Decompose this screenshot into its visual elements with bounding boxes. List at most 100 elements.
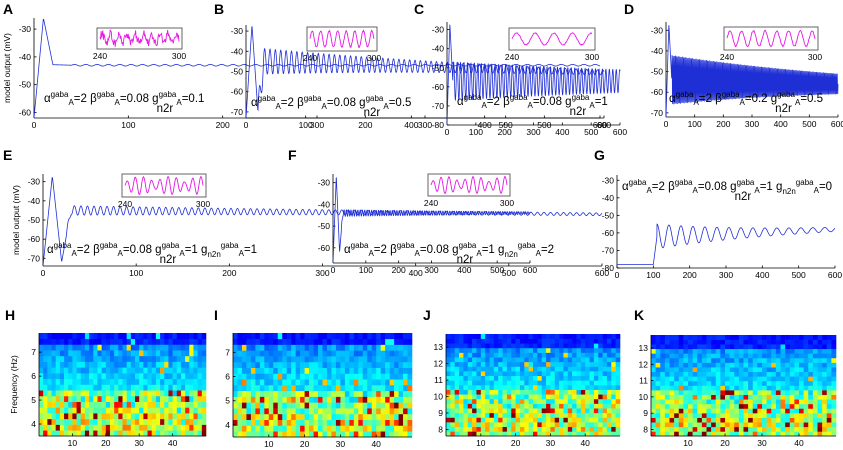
heatmap-cell [808,362,814,368]
heatmap-cell [472,334,477,339]
heatmap-cell [168,401,173,408]
heatmap-cell [720,380,726,386]
heatmap-cell [371,333,377,340]
heatmap-cell [344,390,350,397]
heatmap-cell [615,412,621,418]
heatmap-cell [72,338,77,345]
heatmap-cell [519,352,525,358]
x-tick-label: 600 [831,119,843,129]
heatmap-cell [803,431,809,437]
heatmap-cell [785,339,791,345]
heatmap-cell [615,385,621,390]
heatmap-cell [611,426,616,432]
panel-G-parameters: αgabaA=2 βgabaA=0.08 ggabaA=1 gn2ngabaA=… [622,178,832,196]
heatmap-cell [589,417,595,423]
heatmap-cell [59,338,65,345]
heatmap-cell [246,379,252,386]
heatmap-cell [655,335,661,340]
heatmap-cell [780,344,786,350]
heatmap-cell [480,426,486,432]
heatmap-cell [172,378,178,385]
heatmap-cell [122,418,127,425]
heatmap-cell [743,413,749,418]
heatmap-cell [467,338,473,344]
heatmap-cell [160,338,165,345]
heatmap-cell [502,375,508,381]
heatmap-cell [51,361,56,368]
heatmap-cell [454,412,460,418]
heatmap-cell [697,399,703,405]
heatmap-cell [572,375,577,381]
heatmap-cell [701,376,707,382]
heatmap-cell [655,426,661,432]
heatmap-cell [139,373,144,380]
x-tick-label: 300 [526,127,540,137]
heatmap-cell [576,426,582,432]
heatmap-cell [246,413,252,420]
heatmap-cell [185,424,190,431]
heatmap-cell [546,375,551,381]
heatmap-cell [775,399,781,405]
heatmap-cell [371,396,377,403]
heatmap-cell [250,408,256,415]
heatmap-cell [147,344,153,351]
heatmap-cell [135,418,140,425]
heatmap-cell [51,401,56,408]
heatmap-cell [701,403,707,409]
panel-F-label: F [288,147,297,163]
heatmap-cell [454,366,460,372]
heatmap-cell [246,333,252,340]
heatmap-cell [711,335,717,340]
heatmap-cell [459,334,464,339]
heatmap-cell [554,361,560,367]
heatmap-cell [114,390,119,397]
heatmap-cell [122,350,127,357]
heatmap-cell [291,333,296,340]
heatmap-cell [295,419,301,426]
heatmap-cell [59,395,65,402]
heatmap-cell [812,385,818,391]
heatmap-cell [734,403,740,409]
heatmap-cell [322,413,328,420]
heatmap-cell [515,352,521,358]
heatmap-cell [748,357,754,363]
heatmap-cell [678,408,684,414]
heatmap-cell [237,413,243,420]
heatmap-cell [729,408,735,414]
heatmap-cell [593,398,599,404]
heatmap-cell [407,350,413,357]
y-tick-label: 13 [434,342,444,352]
heatmap-cell [572,422,577,428]
heatmap-cell [55,378,61,385]
heatmap-cell [674,399,680,405]
heatmap-cell [309,390,314,397]
heatmap-cell [376,385,381,392]
heatmap-cell [237,338,243,345]
heatmap-cell [180,401,186,408]
panel-G: G0 100 200 300 400 500 600-30-40-50-60-70-80αg… [594,147,842,280]
heatmap-cell [353,373,359,380]
heatmap-cell [189,424,194,431]
heatmap-cell [326,350,332,357]
heatmap-cell [785,403,791,409]
heatmap-cell [380,396,386,403]
heatmap-cell [273,408,279,415]
heatmap-cell [304,338,310,345]
heatmap-cell [300,413,305,420]
heatmap-cell [766,390,772,395]
heatmap-cell [831,371,837,377]
y-tick-label: -40 [602,193,615,203]
heatmap-cell [126,384,132,391]
heatmap-cell [268,367,274,374]
heatmap-cell [84,384,90,391]
heatmap-cell [546,389,551,395]
heatmap-cell [286,385,292,392]
heatmap-cell [803,348,809,354]
y-tick-label: 5 [31,395,36,405]
x-tick-label: 500 [490,265,504,275]
heatmap-cell [168,338,173,345]
heatmap-cell [606,398,612,404]
heatmap-cell [752,431,758,437]
heatmap-cell [576,361,582,367]
heatmap-cell [450,394,455,400]
